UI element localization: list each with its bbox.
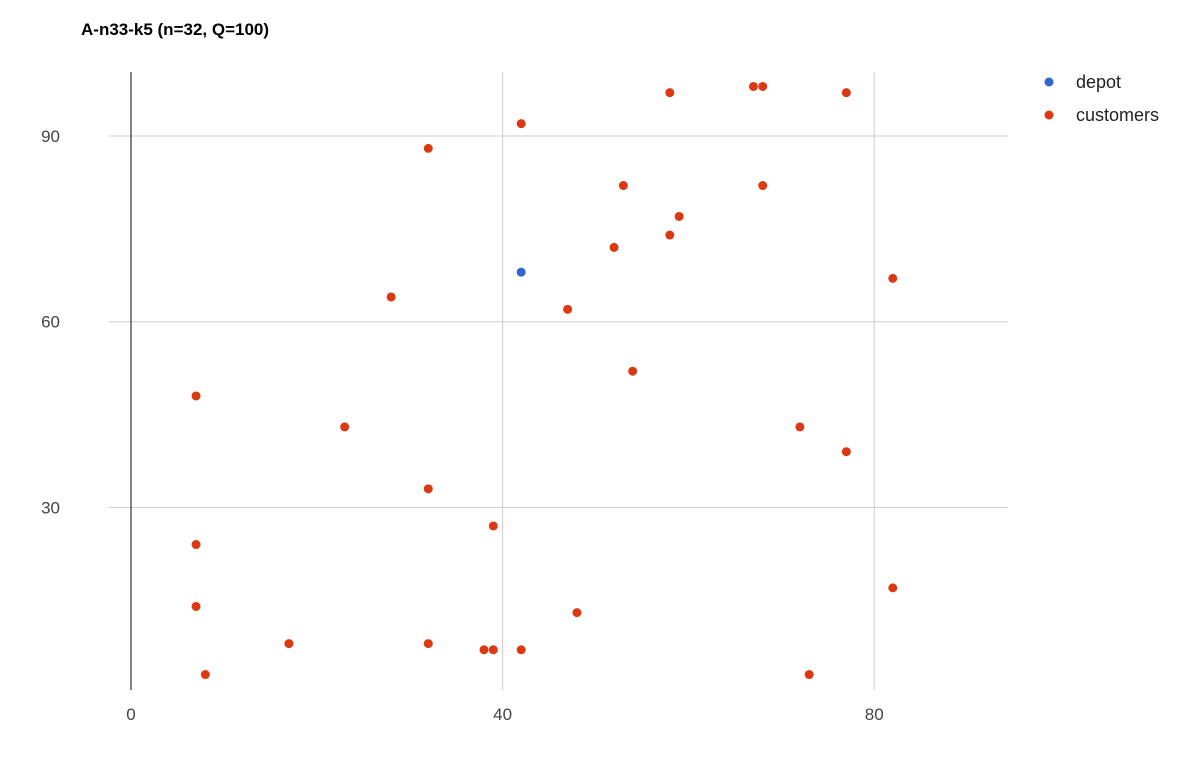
legend-label: depot <box>1076 72 1121 92</box>
customer-point <box>563 304 573 314</box>
customer-point <box>674 211 684 221</box>
y-tick-label: 60 <box>41 313 60 332</box>
customer-point <box>665 88 675 98</box>
customer-point <box>284 639 294 649</box>
tick-labels: 30 60 90 0 40 80 <box>41 127 884 724</box>
customer-point <box>572 608 582 618</box>
customer-point <box>748 81 758 91</box>
customer-point <box>665 230 675 240</box>
legend-label: customers <box>1076 105 1159 125</box>
customer-point <box>795 422 805 432</box>
customer-point <box>488 645 498 655</box>
customer-point <box>423 143 433 153</box>
customer-point <box>191 540 201 550</box>
customer-point <box>609 242 619 252</box>
customer-point <box>841 88 851 98</box>
customer-point <box>516 119 526 129</box>
chart-title: A-n33-k5 (n=32, Q=100) <box>81 20 270 39</box>
y-tick-label: 90 <box>41 127 60 146</box>
customer-point <box>488 521 498 531</box>
depot-point <box>516 267 526 277</box>
y-tick-label: 30 <box>41 498 60 517</box>
customer-point <box>841 447 851 457</box>
x-tick-label: 40 <box>493 705 512 724</box>
customer-point <box>516 645 526 655</box>
customer-point <box>628 366 638 376</box>
customer-point <box>423 639 433 649</box>
legend-marker <box>1044 77 1054 87</box>
customer-point <box>423 484 433 494</box>
customer-point <box>340 422 350 432</box>
customer-point <box>888 273 898 283</box>
x-tick-label: 0 <box>126 705 135 724</box>
customer-point <box>386 292 396 302</box>
legend-marker <box>1044 110 1054 120</box>
customer-point <box>200 670 210 680</box>
customer-point <box>191 391 201 401</box>
customer-point <box>618 181 628 191</box>
data-points <box>191 81 898 680</box>
customer-point <box>888 583 898 593</box>
customer-point <box>804 670 814 680</box>
grid-lines <box>109 72 1008 690</box>
legend: depot customers <box>1044 72 1159 125</box>
customer-point <box>479 645 489 655</box>
customer-point <box>191 601 201 611</box>
customer-point <box>758 181 768 191</box>
x-tick-label: 80 <box>865 705 884 724</box>
customer-point <box>758 81 768 91</box>
